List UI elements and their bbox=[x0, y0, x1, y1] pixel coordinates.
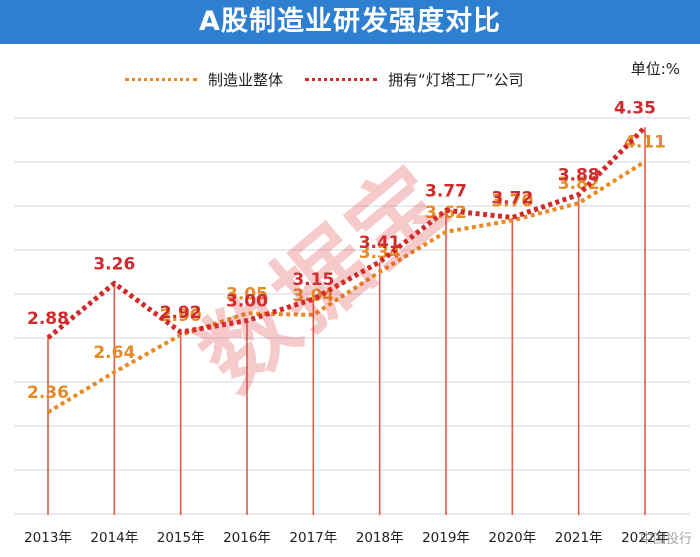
data-label: 3.72 bbox=[491, 188, 533, 208]
x-tick-label: 2015年 bbox=[157, 530, 205, 546]
data-label: 2.92 bbox=[160, 303, 202, 323]
data-label: 3.88 bbox=[558, 166, 600, 186]
data-label: 2.36 bbox=[27, 383, 69, 403]
legend-label-manufacturing: 制造业整体 bbox=[208, 71, 284, 89]
x-tick-label: 2018年 bbox=[356, 530, 404, 546]
x-tick-label: 2021年 bbox=[555, 530, 603, 546]
corner-watermark: 中国投行 bbox=[639, 532, 692, 547]
data-label: 2.64 bbox=[93, 343, 135, 363]
x-tick-label: 2020年 bbox=[488, 530, 536, 546]
data-label: 3.70 bbox=[491, 191, 533, 211]
chart-title: A股制造业研发强度对比 bbox=[199, 6, 501, 37]
data-label: 2.90 bbox=[160, 306, 202, 326]
title-bar: A股制造业研发强度对比 bbox=[0, 0, 700, 44]
data-label: 3.41 bbox=[359, 233, 401, 253]
x-tick-label: 2016年 bbox=[223, 530, 271, 546]
data-label: 4.11 bbox=[624, 133, 666, 153]
legend-label-lighthouse: 拥有“灯塔工厂”公司 bbox=[388, 71, 524, 89]
legend: 制造业整体 拥有“灯塔工厂”公司 bbox=[0, 66, 700, 92]
x-tick-label: 2013年 bbox=[24, 530, 72, 546]
data-label: 3.00 bbox=[226, 292, 268, 312]
data-label: 2.88 bbox=[27, 309, 69, 329]
x-tick-label: 2019年 bbox=[422, 530, 470, 546]
x-tick-label: 2022年 bbox=[621, 530, 669, 546]
data-label: 3.34 bbox=[359, 243, 401, 263]
data-label: 3.05 bbox=[226, 284, 268, 304]
data-label: 3.77 bbox=[425, 181, 467, 201]
data-label: 3.15 bbox=[292, 270, 334, 290]
unit-label: 单位:% bbox=[630, 60, 680, 78]
data-label: 4.35 bbox=[614, 98, 656, 118]
data-label: 3.26 bbox=[93, 254, 135, 274]
x-tick-label: 2017年 bbox=[289, 530, 337, 546]
legend-swatch-lighthouse bbox=[305, 78, 377, 81]
x-tick-label: 2014年 bbox=[90, 530, 138, 546]
legend-swatch-manufacturing bbox=[125, 78, 197, 81]
series-line bbox=[46, 159, 647, 414]
data-label: 3.82 bbox=[558, 174, 600, 194]
